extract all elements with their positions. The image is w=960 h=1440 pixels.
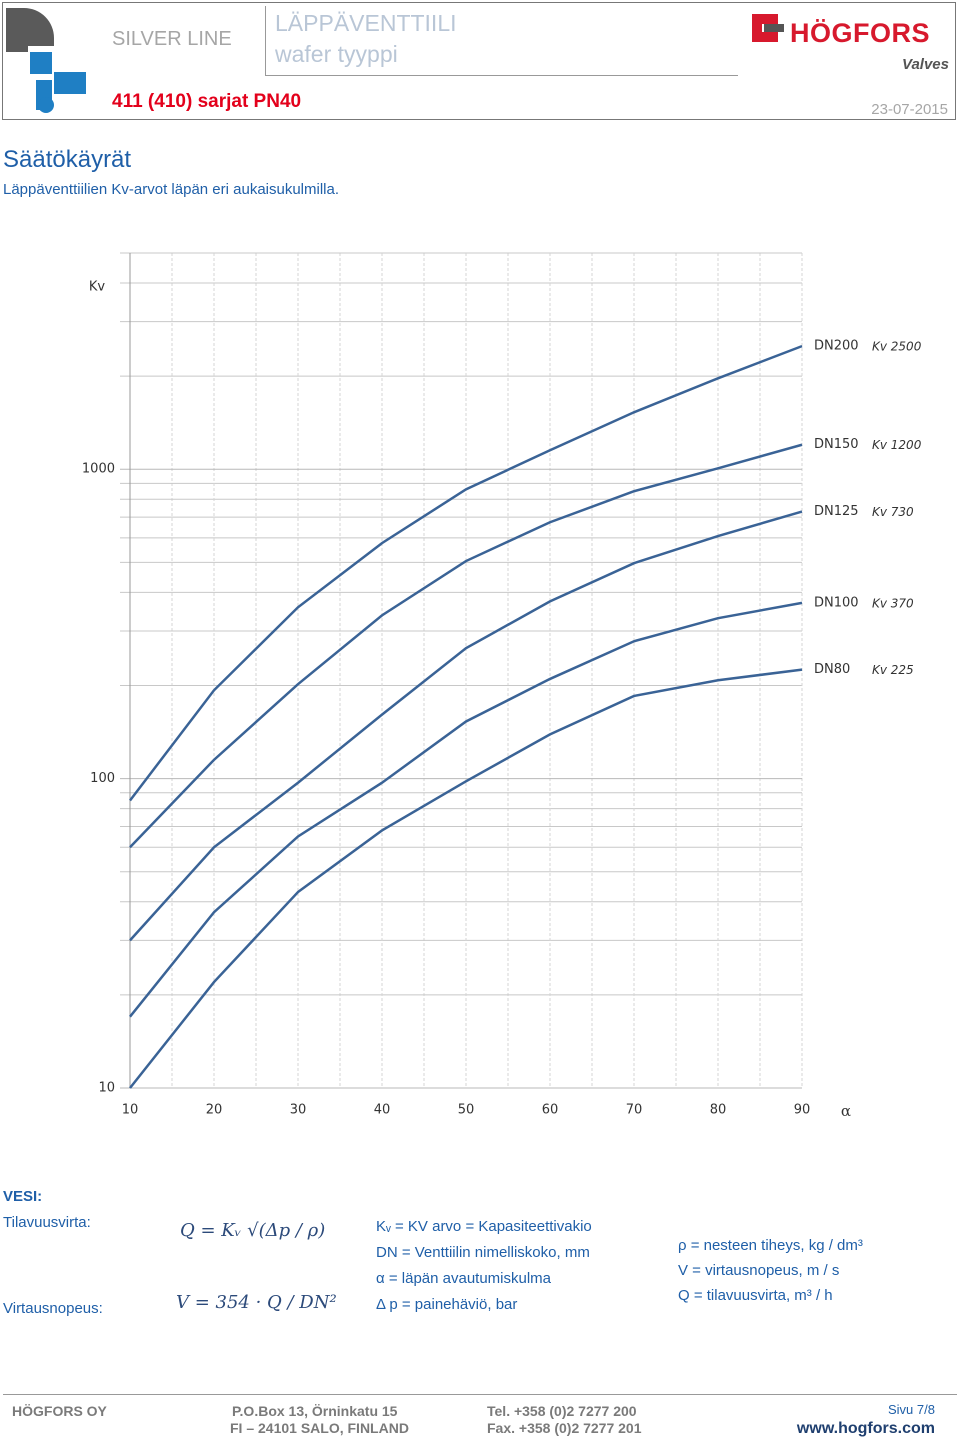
row-label: Virtausnopeus:	[3, 1300, 103, 1317]
divider	[265, 6, 266, 75]
series-line	[129, 668, 803, 1089]
series-line	[129, 510, 803, 942]
chart: Kv α 10 20 30 40 50 60 70 80 90 10 100 1000 DN200 Kv …	[82, 252, 922, 1120]
y-tick-label: 1000	[82, 462, 115, 477]
x-tick-label: 50	[458, 1103, 475, 1118]
brand-icon	[752, 14, 784, 42]
kv-label: Kv 730	[872, 505, 914, 519]
unit: V = virtausnopeus, m / s	[678, 1262, 840, 1279]
x-tick-label: 20	[206, 1103, 223, 1118]
definition: Kᵥ = KV arvo = Kapasiteettivakio	[376, 1218, 592, 1235]
divider	[265, 75, 738, 76]
x-tick-label: 70	[626, 1103, 643, 1118]
series-line	[129, 443, 803, 849]
formula: V = 354 · Q / DN²	[176, 1292, 337, 1313]
product: LÄPPÄVENTTIILI	[275, 10, 457, 36]
row-label: Tilavuusvirta:	[3, 1214, 91, 1231]
x-tick-label: 30	[290, 1103, 307, 1118]
page-number: Sivu 7/8	[888, 1402, 935, 1417]
fax: Fax. +358 (0)2 7277 201	[487, 1420, 642, 1436]
series: 411 (410) sarjat PN40	[112, 91, 302, 112]
brand-line: SILVER LINE	[112, 28, 232, 50]
kv-label: Kv 1200	[872, 438, 922, 452]
definition: α = läpän avautumiskulma	[376, 1270, 552, 1287]
y-tick-label: 100	[90, 771, 115, 786]
series-label: DN150	[814, 437, 859, 452]
company: HÖGFORS OY	[12, 1403, 107, 1419]
brand-name: HÖGFORS	[790, 18, 931, 48]
x-tick-label: 60	[542, 1103, 559, 1118]
address: P.O.Box 13, Örninkatu 15	[232, 1403, 398, 1419]
y-axis-label: Kv	[89, 280, 106, 295]
date: 23-07-2015	[871, 101, 948, 118]
y-tick-label: 10	[98, 1081, 115, 1096]
unit: Q = tilavuusvirta, m³ / h	[678, 1287, 833, 1304]
product-type: wafer tyyppi	[275, 41, 398, 67]
unit: ρ = nesteen tiheys, kg / dm³	[678, 1237, 863, 1254]
website[interactable]: www.hogfors.com	[796, 1420, 935, 1437]
address: FI – 24101 SALO, FINLAND	[230, 1420, 409, 1436]
x-tick-label: 40	[374, 1103, 391, 1118]
legend-heading: VESI:	[3, 1188, 43, 1205]
series-label: DN200	[814, 339, 859, 354]
subtitle: Läppäventtiilien Kv-arvot läpän eri auka…	[3, 181, 340, 198]
kv-label: Kv 225	[872, 663, 914, 677]
definition: DN = Venttiilin nimelliskoko, mm	[376, 1244, 590, 1261]
kv-label: Kv 370	[872, 596, 914, 610]
series-label: DN80	[814, 662, 850, 677]
header-box	[2, 2, 956, 120]
formula: Q = Kᵥ √(Δp / ρ)	[180, 1220, 326, 1241]
x-axis-label: α	[841, 1102, 851, 1120]
title: Säätökäyrät	[3, 146, 132, 173]
x-tick-label: 80	[710, 1103, 727, 1118]
x-tick-label: 90	[794, 1103, 811, 1118]
brand-sub: Valves	[902, 56, 949, 73]
series-line	[129, 601, 803, 1018]
series-label: DN125	[814, 504, 859, 519]
series-label: DN100	[814, 595, 859, 610]
phone: Tel. +358 (0)2 7277 200	[487, 1403, 637, 1419]
definition: Δ p = painehäviö, bar	[376, 1296, 518, 1313]
kv-label: Kv 2500	[872, 340, 922, 354]
x-tick-label: 10	[122, 1103, 139, 1118]
series-line	[129, 344, 803, 802]
logo-mark	[6, 8, 86, 113]
footer-rule	[3, 1394, 957, 1395]
